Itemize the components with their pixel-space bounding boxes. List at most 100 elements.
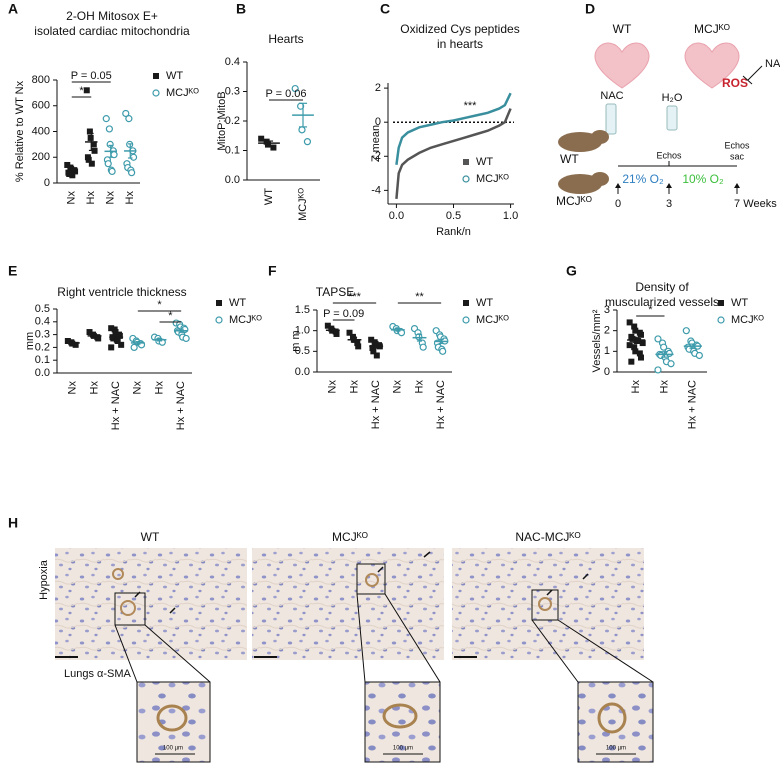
point <box>354 340 361 347</box>
annotation: * <box>157 299 162 311</box>
point <box>631 344 638 351</box>
chart-title: in hearts <box>437 37 483 51</box>
bottle <box>605 103 617 135</box>
micrograph <box>55 548 247 660</box>
x-tick-label: 1.0 <box>503 210 518 222</box>
series-line <box>395 92 512 165</box>
point <box>128 169 136 177</box>
point <box>125 115 133 123</box>
y-tick-label: 2 <box>375 82 381 94</box>
legend-marker <box>216 300 222 306</box>
point <box>637 331 644 338</box>
point <box>122 109 130 118</box>
x-tick-label: MCJᴷᴼ <box>297 188 309 221</box>
sac-label: sac <box>730 151 745 161</box>
inset <box>577 681 654 763</box>
time-label: 0 <box>615 198 621 210</box>
point <box>64 161 71 168</box>
group-label: WT <box>613 22 632 36</box>
y-tick-label: 0.1 <box>225 144 240 156</box>
x-tick-label: Hx <box>124 191 136 205</box>
point <box>86 329 93 336</box>
point <box>682 327 690 335</box>
x-tick-label: 0.5 <box>446 210 461 222</box>
annotation: *** <box>464 100 478 112</box>
point <box>83 87 90 94</box>
y-tick-label: 0.4 <box>225 56 240 68</box>
water-label: H₂O <box>662 92 683 104</box>
x-tick-label: Nx <box>327 380 339 394</box>
x-tick-label: Nx <box>132 381 144 395</box>
column-label: NAC-MCJᴷᴼ <box>515 530 580 544</box>
y-axis-label: % Relative to WT Nx <box>14 80 26 182</box>
annotation: P = 0.06 <box>265 88 306 100</box>
nac-label: NAC <box>600 90 623 102</box>
annotation: * <box>79 85 84 97</box>
oxygen-label: 10% O₂ <box>682 172 724 186</box>
point <box>695 351 703 360</box>
inhibit-bar <box>742 75 753 85</box>
y-tick-label: 400 <box>32 125 50 137</box>
y-axis-label: Vessels/mm² <box>591 309 603 372</box>
x-tick-label: Nx <box>392 380 404 394</box>
legend-label: MCJᴷᴼ <box>229 314 262 326</box>
point <box>116 332 123 339</box>
heart <box>684 42 740 89</box>
annotation: P = 0.09 <box>323 308 364 320</box>
point <box>637 354 644 361</box>
legend-marker <box>718 300 724 306</box>
y-tick-label: 0.5 <box>295 345 310 357</box>
x-axis-label: Rank/n <box>436 226 471 238</box>
scale-label: 100 µm <box>163 746 183 752</box>
y-tick-label: 0.3 <box>225 85 240 97</box>
y-tick-label: 0 <box>44 177 50 189</box>
annotation: ** <box>415 291 424 303</box>
x-tick-label: Hx + NAC <box>175 381 187 430</box>
x-tick-label: Hx <box>88 381 100 395</box>
point <box>270 144 277 151</box>
point <box>105 125 113 133</box>
y-axis-label: m m <box>290 330 302 351</box>
y-tick-label: 0 <box>604 366 610 378</box>
annotation: * <box>648 304 653 316</box>
x-tick-label: Hx <box>413 380 425 394</box>
annotation: * <box>168 310 173 322</box>
time-label: 3 <box>666 198 672 210</box>
y-tick-label: 0.0 <box>35 367 50 379</box>
arrow-head <box>734 183 740 188</box>
x-tick-label: Hx <box>658 380 670 394</box>
point <box>373 352 380 359</box>
chart-title: Oxidized Cys peptides <box>400 22 519 36</box>
chart-title: TAPSE <box>316 285 354 299</box>
legend-marker <box>463 159 469 165</box>
point <box>333 330 340 337</box>
point <box>69 172 76 179</box>
point <box>108 325 115 332</box>
micrograph <box>452 548 644 660</box>
mouse <box>558 172 609 194</box>
legend-marker <box>153 73 159 79</box>
point <box>636 350 643 357</box>
echos-label: Echos <box>724 140 750 150</box>
chart-title: Right ventricle thickness <box>57 285 186 299</box>
y-tick-label: 800 <box>32 74 50 86</box>
panel-letter: G <box>566 263 577 279</box>
inset <box>364 681 441 763</box>
legend-marker <box>463 300 469 306</box>
x-tick-label: Nx <box>105 191 117 205</box>
point <box>369 345 376 352</box>
point <box>639 340 646 347</box>
point <box>110 335 117 342</box>
point <box>629 335 636 342</box>
point <box>628 358 635 365</box>
point <box>439 347 447 355</box>
point <box>654 335 662 343</box>
point <box>88 160 95 167</box>
oxygen-label: 21% O₂ <box>622 172 664 186</box>
legend-marker <box>152 89 160 97</box>
point <box>258 135 265 142</box>
y-tick-label: 0.3 <box>35 329 50 341</box>
point <box>108 344 115 351</box>
x-tick-label: Hx <box>153 381 165 395</box>
point <box>370 348 377 355</box>
